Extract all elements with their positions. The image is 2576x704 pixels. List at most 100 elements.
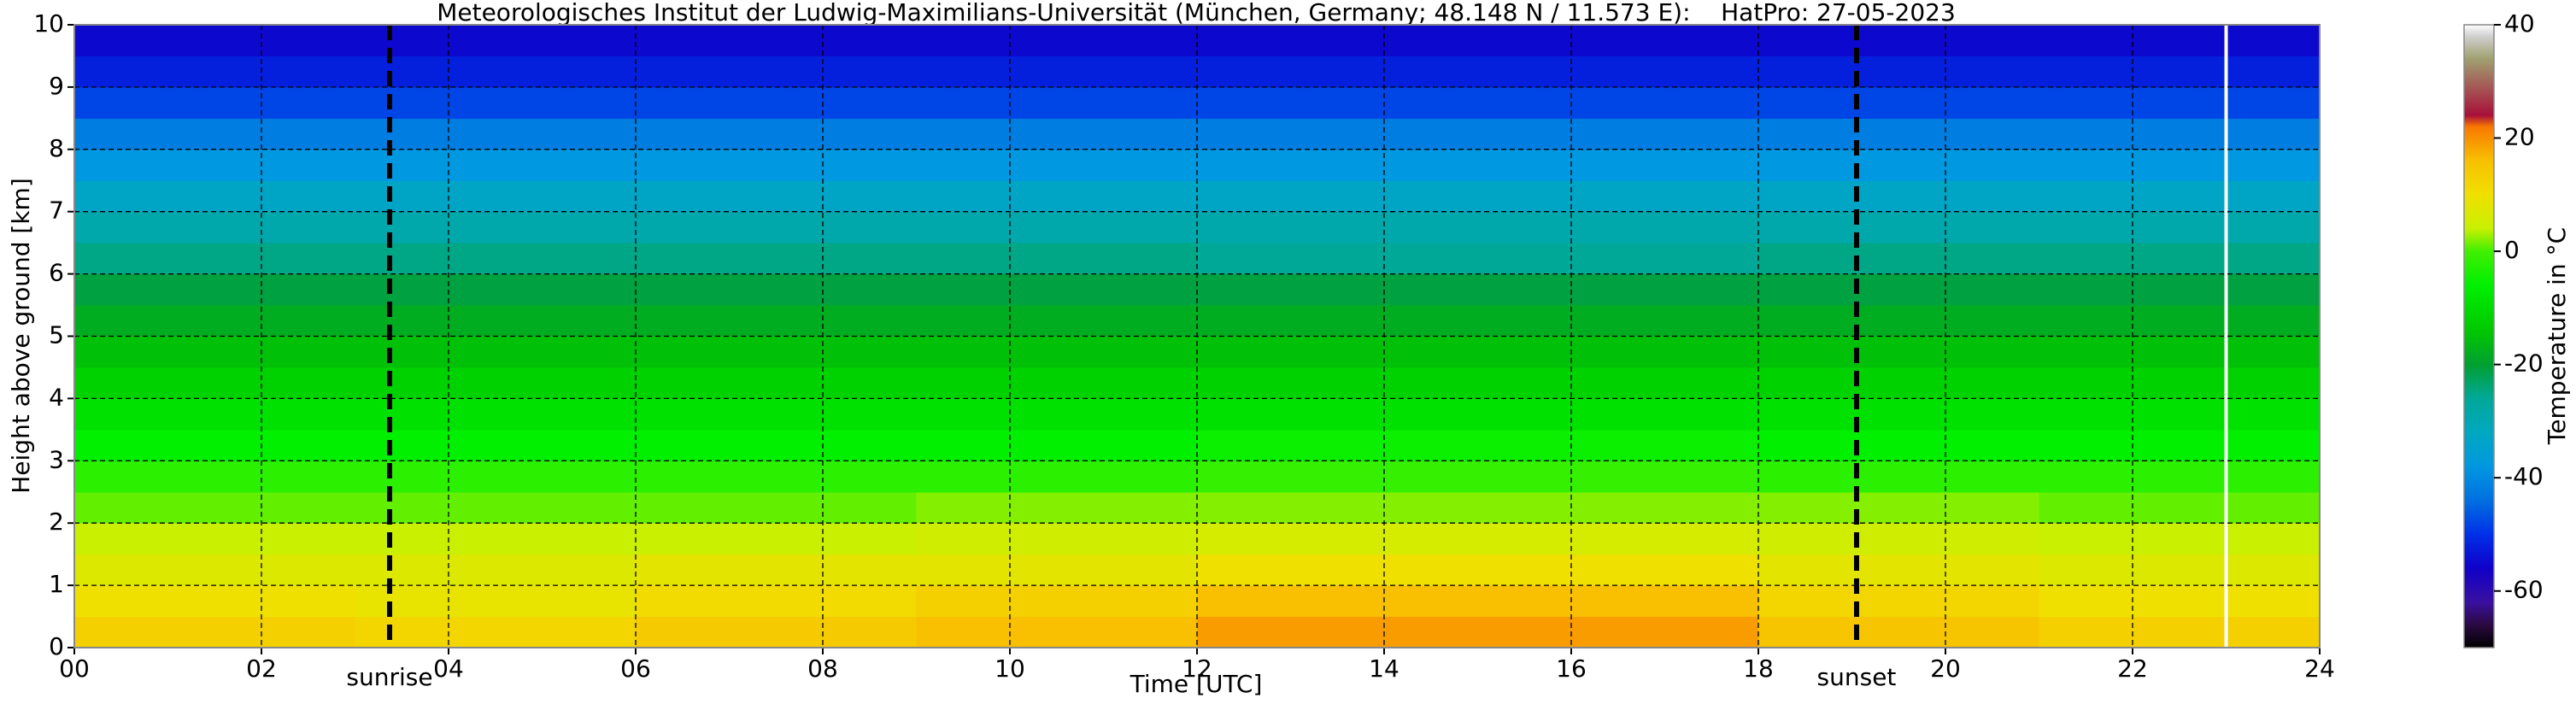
heatmap-cell — [1758, 398, 2039, 431]
heatmap-cell — [355, 523, 637, 555]
y-tick-label: 2 — [49, 507, 64, 536]
y-tick-label: 8 — [49, 134, 64, 162]
heatmap-cell — [355, 367, 637, 399]
heatmap-cell — [355, 429, 637, 461]
heatmap-cell — [74, 86, 355, 119]
heatmap-cell — [916, 86, 1198, 119]
heatmap-cell — [1477, 273, 1759, 306]
colorbar-label: Temperature in °C — [2543, 227, 2571, 445]
heatmap-cell — [355, 273, 637, 306]
annotation-label: sunrise — [346, 663, 432, 691]
heatmap-cell — [1197, 429, 1478, 461]
heatmap-cell — [916, 523, 1198, 555]
heatmap-cell — [355, 86, 637, 119]
heatmap-cell — [1758, 118, 2039, 150]
heatmap-cell — [1758, 616, 2039, 648]
heatmap-cell — [1758, 86, 2039, 119]
chart-title: Meteorologisches Institut der Ludwig-Max… — [437, 0, 1956, 26]
y-tick-label: 3 — [49, 445, 64, 473]
heatmap-cell — [355, 243, 637, 275]
heatmap-cell — [355, 336, 637, 368]
heatmap-cell — [636, 429, 917, 461]
annotation-label: sunset — [1817, 663, 1897, 691]
heatmap-cell — [2039, 56, 2321, 88]
heatmap-cell — [74, 118, 355, 150]
heatmap-cell — [1477, 491, 1759, 524]
x-tick-label: 08 — [807, 654, 838, 683]
y-tick-label: 4 — [49, 383, 64, 411]
heatmap-cell — [2039, 398, 2321, 431]
heatmap-cell — [1197, 336, 1478, 368]
x-tick-label: 22 — [2117, 654, 2148, 683]
x-tick-label: 06 — [620, 654, 651, 683]
heatmap-cell — [636, 461, 917, 493]
heatmap-cell — [2039, 211, 2321, 243]
heatmap-cell — [1197, 305, 1478, 337]
heatmap-cell — [2039, 305, 2321, 337]
heatmap-cell — [2039, 554, 2321, 586]
heatmap-cell — [1758, 367, 2039, 399]
x-tick-label: 14 — [1369, 654, 1399, 683]
heatmap-cell — [355, 461, 637, 493]
heatmap-cell — [2039, 367, 2321, 399]
heatmap-cell — [916, 336, 1198, 368]
heatmap-cell — [1477, 56, 1759, 88]
x-tick-label: 02 — [246, 654, 277, 683]
heatmap-cell — [916, 616, 1198, 648]
heatmap-cell — [74, 56, 355, 88]
heatmap-cell — [74, 180, 355, 213]
heatmap-cell — [2039, 149, 2321, 181]
heatmap-cell — [1197, 398, 1478, 431]
heatmap-cell — [636, 305, 917, 337]
heatmap-cell — [74, 211, 355, 243]
heatmap-cell — [74, 554, 355, 586]
heatmap-cell — [1477, 149, 1759, 181]
heatmap-cell — [74, 523, 355, 555]
heatmap-cell — [636, 243, 917, 275]
heatmap-cell — [355, 305, 637, 337]
y-tick-label: 9 — [49, 72, 64, 100]
heatmap-cell — [636, 491, 917, 524]
heatmap-cell — [636, 86, 917, 119]
heatmap-cell — [2039, 118, 2321, 150]
heatmap-cell — [916, 180, 1198, 213]
heatmap-cell — [2039, 273, 2321, 306]
heatmap-cell — [1758, 461, 2039, 493]
heatmap-cell — [1197, 149, 1478, 181]
heatmap-cell — [636, 336, 917, 368]
heatmap-cell — [2039, 336, 2321, 368]
heatmap-cell — [1477, 398, 1759, 431]
heatmap-cell — [355, 398, 637, 431]
heatmap-cell — [1477, 25, 1759, 56]
heatmap-cell — [1758, 56, 2039, 88]
heatmap-cell — [74, 25, 355, 56]
heatmap-cell — [1197, 25, 1478, 56]
heatmap-cell — [74, 461, 355, 493]
heatmap-cell — [355, 180, 637, 213]
heatmap-cell — [636, 56, 917, 88]
heatmap-cell — [916, 211, 1198, 243]
heatmap-cell — [355, 554, 637, 586]
colorbar-tick-label: 20 — [2504, 123, 2535, 151]
heatmap-cell — [74, 336, 355, 368]
heatmap-cell — [916, 118, 1198, 150]
heatmap-cell — [1477, 243, 1759, 275]
heatmap-cell — [355, 211, 637, 243]
heatmap-cell — [1197, 180, 1478, 213]
heatmap-cell — [1477, 429, 1759, 461]
heatmap-cell — [916, 273, 1198, 306]
heatmap-cell — [2039, 523, 2321, 555]
colorbar — [2463, 24, 2495, 648]
heatmap-cell — [2039, 180, 2321, 213]
heatmap-cell — [1197, 491, 1478, 524]
heatmap-cell — [916, 429, 1198, 461]
y-tick-label: 5 — [49, 321, 64, 349]
colorbar-tick-label: -20 — [2504, 349, 2544, 378]
heatmap-cell — [1477, 180, 1759, 213]
y-axis-label: Height above ground [km] — [7, 178, 35, 494]
heatmap-cell — [355, 585, 637, 618]
heatmap-cell — [916, 554, 1198, 586]
heatmap-cell — [636, 523, 917, 555]
heatmap-cell — [636, 554, 917, 586]
heatmap-cell — [2039, 25, 2321, 56]
